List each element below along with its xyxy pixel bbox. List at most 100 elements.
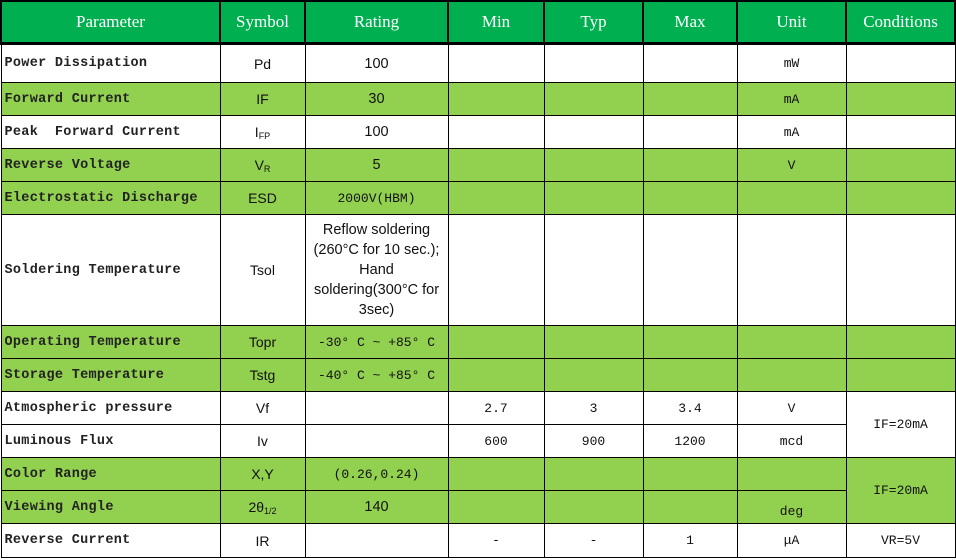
cell-max	[642, 148, 738, 182]
symbol-main: ESD	[248, 190, 277, 206]
cell-conditions	[845, 82, 956, 116]
cell-conditions	[845, 358, 956, 392]
cell-parameter: Power Dissipation	[0, 43, 221, 83]
table-row: Peak Forward Current IFP 100 mA	[0, 115, 956, 149]
cell-min	[447, 358, 545, 392]
symbol-main: IF	[256, 91, 269, 107]
header-parameter: Parameter	[0, 0, 221, 45]
cell-parameter: Peak Forward Current	[0, 115, 221, 149]
symbol-main: Iv	[257, 433, 268, 449]
cell-min	[447, 325, 545, 359]
cell-max	[642, 214, 738, 326]
cell-unit	[736, 325, 847, 359]
cell-conditions	[845, 214, 956, 326]
cell-rating: 100	[304, 115, 449, 149]
cell-conditions	[845, 148, 956, 182]
cell-conditions: VR=5V	[845, 523, 956, 558]
cell-min	[447, 457, 545, 491]
cell-parameter: Soldering Temperature	[0, 214, 221, 326]
cell-typ	[543, 325, 644, 359]
cell-parameter: Color Range	[0, 457, 221, 491]
cell-parameter: Storage Temperature	[0, 358, 221, 392]
cell-unit	[736, 181, 847, 215]
cell-symbol: ESD	[219, 181, 306, 215]
symbol-main: 2θ	[248, 498, 265, 515]
table-row: Luminous Flux Iv 600 900 1200 mcd	[0, 424, 955, 458]
cell-conditions: IF=20mA	[845, 457, 956, 524]
cell-symbol: 2θ1/2	[219, 490, 306, 524]
cell-parameter: Atmospheric pressure	[0, 391, 221, 425]
cell-typ	[543, 43, 644, 83]
symbol-main: I	[254, 123, 259, 140]
cell-min: 2.7	[447, 391, 545, 425]
header-row: Parameter Symbol Rating Min Typ Max Unit Condit…	[0, 0, 956, 45]
cell-max	[642, 457, 738, 491]
cell-min	[447, 214, 545, 326]
cell-unit: mA	[736, 82, 847, 116]
table-row: Electrostatic Discharge ESD 2000V(HBM)	[0, 181, 956, 215]
symbol-main: X,Y	[251, 466, 274, 482]
cell-symbol: X,Y	[219, 457, 306, 491]
symbol-main: Vf	[255, 400, 270, 416]
cell-unit: V	[736, 391, 847, 425]
table-row: Reverse Current IR - -1 μA VR=5V	[0, 523, 956, 558]
cell-symbol: Topr	[219, 325, 306, 359]
cell-rating: -30° C ~ +85° C	[304, 325, 449, 359]
cell-typ: -	[543, 523, 644, 558]
cell-typ	[543, 358, 644, 392]
cell-unit: deg	[736, 490, 847, 524]
cell-symbol: IR	[219, 523, 306, 558]
cell-rating: (0.26,0.24)	[304, 457, 449, 491]
cell-min: -	[447, 523, 545, 558]
cell-min	[447, 181, 545, 215]
table-row: Viewing Angle 2θ1/2 140 deg	[0, 490, 955, 524]
cell-rating	[304, 424, 449, 458]
header-conditions: Conditions	[845, 0, 956, 45]
header-rating: Rating	[304, 0, 449, 45]
cell-min	[447, 82, 545, 116]
cell-symbol: Pd	[219, 43, 306, 83]
table-row: Forward Current IF 30 mA	[0, 82, 956, 116]
cell-parameter: Electrostatic Discharge	[0, 181, 221, 215]
cell-symbol: Vf	[219, 391, 306, 425]
cell-max: 1200	[642, 424, 738, 458]
symbol-subscript: FP	[258, 130, 271, 141]
cell-min	[447, 43, 545, 83]
cell-symbol: Iv	[219, 424, 306, 458]
cell-rating: 2000V(HBM)	[304, 181, 449, 215]
cell-conditions	[845, 43, 956, 83]
table-row: Operating Temperature Topr -30° C ~ +85° C	[0, 325, 956, 359]
cell-max: 3.4	[642, 391, 738, 425]
cell-max	[642, 82, 738, 116]
cell-symbol: Tstg	[219, 358, 306, 392]
cell-parameter: Forward Current	[0, 82, 221, 116]
table-row: Storage Temperature Tstg -40° C ~ +85° C	[0, 358, 956, 392]
cell-conditions	[845, 181, 956, 215]
cell-max	[642, 490, 738, 524]
cell-typ	[543, 148, 644, 182]
cell-unit: mcd	[736, 424, 847, 458]
symbol-main: Tstg	[249, 367, 276, 383]
symbol-main: Topr	[248, 334, 277, 350]
symbol-subscript: R	[263, 163, 271, 174]
header-unit: Unit	[736, 0, 847, 45]
cell-rating: 30	[304, 82, 449, 116]
table-row: Atmospheric pressure Vf 2.7 3 3.4 V IF=20mA	[0, 391, 956, 458]
cell-rating	[304, 391, 449, 425]
cell-rating: Reflow soldering (260°C for 10 sec.); Ha…	[304, 214, 449, 326]
cell-max	[642, 181, 738, 215]
cell-parameter: Viewing Angle	[0, 490, 221, 524]
cell-max	[642, 325, 738, 359]
cell-max: 1	[642, 523, 738, 558]
cell-min	[447, 115, 545, 149]
cell-rating: 140	[304, 490, 449, 524]
cell-typ: 900	[543, 424, 644, 458]
cell-unit: V	[736, 148, 847, 182]
cell-min: 600	[447, 424, 545, 458]
cell-typ	[543, 115, 644, 149]
cell-typ	[543, 490, 644, 524]
cell-symbol: VR	[219, 148, 306, 182]
table-row: Reverse Voltage VR 5 V	[0, 148, 956, 182]
cell-symbol: Tsol	[219, 214, 306, 326]
